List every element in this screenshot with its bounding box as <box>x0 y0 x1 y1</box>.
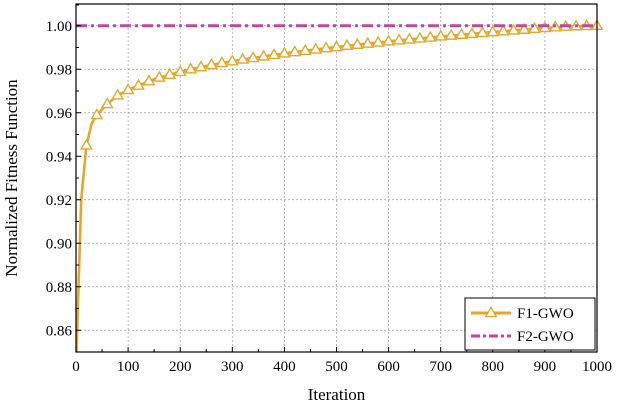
data-point-f1-gwo <box>403 32 416 44</box>
data-point-f1-gwo <box>90 108 104 120</box>
data-point-f1-gwo <box>444 28 458 40</box>
data-point-f1-gwo <box>111 88 125 100</box>
data-point-f1-gwo <box>465 26 479 39</box>
data-point-f1-gwo <box>475 26 489 38</box>
x-tick-label: 400 <box>273 359 296 375</box>
x-tick-label: 600 <box>377 359 400 375</box>
x-tick-label: 300 <box>221 359 244 375</box>
data-point-f1-gwo <box>319 41 333 53</box>
x-tick-label: 1000 <box>582 359 612 375</box>
legend-label-f1-gwo: F1-GWO <box>517 306 574 322</box>
data-point-f1-gwo <box>163 67 177 79</box>
y-axis-title: Normalized Fitness Function <box>2 79 21 277</box>
data-point-f1-gwo <box>205 57 218 70</box>
data-point-f1-gwo <box>121 83 135 95</box>
x-tick-label: 800 <box>482 359 505 375</box>
x-tick-label: 700 <box>429 359 452 375</box>
y-tick-label: 0.96 <box>46 106 73 122</box>
data-point-f1-gwo <box>132 78 145 90</box>
y-tick-labels: 0.86 0.88 0.90 0.92 0.94 0.96 0.98 1.00 <box>46 19 73 340</box>
x-tick-label: 200 <box>169 359 192 375</box>
data-point-f1-gwo <box>309 42 323 54</box>
data-point-f1-gwo <box>152 70 166 82</box>
data-point-f1-gwo <box>496 24 510 36</box>
x-tick-label: 500 <box>325 359 348 375</box>
data-point-f1-gwo <box>517 22 531 34</box>
data-point-f1-gwo <box>142 74 156 86</box>
data-point-f1-gwo <box>371 35 385 47</box>
data-point-f1-gwo <box>330 40 343 52</box>
data-point-f1-gwo <box>434 29 448 41</box>
data-point-f1-gwo <box>413 31 427 43</box>
data-point-f1-gwo <box>423 30 437 42</box>
data-point-f1-gwo <box>194 60 208 72</box>
data-point-f1-gwo <box>267 47 281 60</box>
x-tick-label: 100 <box>117 359 140 375</box>
legend-label-f2-gwo: F2-GWO <box>517 329 574 345</box>
data-point-f1-gwo <box>350 37 364 49</box>
data-point-f1-gwo <box>298 43 312 56</box>
data-point-f1-gwo <box>79 138 93 150</box>
y-tick-label: 0.90 <box>46 236 72 252</box>
legend-marker-f1-gwo <box>484 306 498 318</box>
legend: F1-GWO F2-GWO <box>464 297 596 351</box>
data-point-f1-gwo <box>288 45 302 57</box>
y-tick-label: 0.92 <box>46 193 72 209</box>
data-point-f1-gwo <box>392 33 406 45</box>
x-tick-label: 0 <box>72 359 80 375</box>
y-tick-label: 0.86 <box>46 323 73 339</box>
y-tick-label: 0.98 <box>46 62 72 78</box>
data-point-f1-gwo <box>173 64 187 77</box>
data-point-f1-gwo <box>382 34 396 46</box>
grid <box>76 4 597 352</box>
series-layer <box>75 18 604 353</box>
data-point-f1-gwo <box>455 27 468 39</box>
data-point-f1-gwo <box>257 49 270 61</box>
data-point-f1-gwo <box>184 62 198 74</box>
data-point-f1-gwo <box>486 25 500 37</box>
data-point-f1-gwo <box>215 56 229 68</box>
data-point-f1-gwo <box>246 51 260 63</box>
data-point-f1-gwo <box>100 97 114 109</box>
x-axis-title: Iteration <box>308 385 366 404</box>
data-point-f1-gwo <box>528 21 541 34</box>
data-point-f1-gwo <box>340 38 354 51</box>
x-tick-labels: 0 100 200 300 400 500 600 700 800 900 1000 <box>72 359 612 375</box>
data-point-f1-gwo <box>225 54 239 66</box>
ticks <box>75 4 598 352</box>
x-tick-label: 900 <box>534 359 557 375</box>
data-point-f1-gwo <box>277 46 291 58</box>
data-point-f1-gwo <box>507 23 521 35</box>
y-tick-label: 1.00 <box>46 19 72 35</box>
y-tick-label: 0.88 <box>46 280 72 296</box>
data-point-f1-gwo <box>236 52 250 64</box>
legend-box <box>464 297 596 351</box>
y-tick-label: 0.94 <box>46 149 73 165</box>
data-point-f1-gwo <box>361 36 375 48</box>
